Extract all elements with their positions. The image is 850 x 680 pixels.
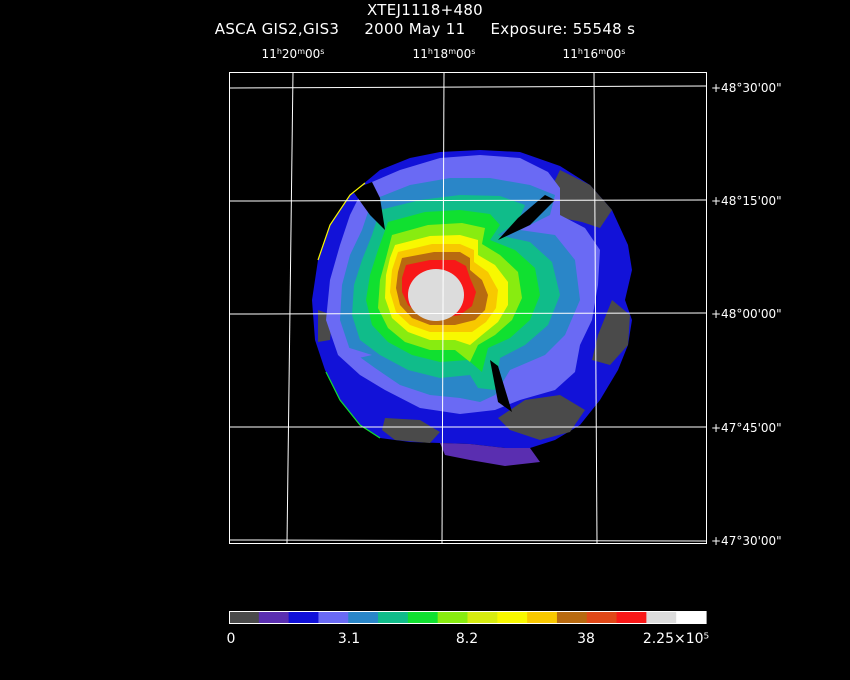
dec-label-2: +48°15'00" xyxy=(711,194,782,208)
colorbar-segment-11 xyxy=(556,611,588,624)
colorbar xyxy=(229,611,707,624)
ra-label-1: 11h20m00s xyxy=(261,47,325,61)
grid-ra-1 xyxy=(286,71,294,544)
rim-edge-left-green xyxy=(325,371,381,439)
instrument-label: ASCA GIS2,GIS3 xyxy=(214,20,340,38)
colorbar-tick-1: 3.1 xyxy=(337,631,361,647)
dec-label-3: +48°00'00" xyxy=(711,307,782,321)
exposure-label: Exposure: 55548 s xyxy=(490,20,636,38)
colorbar-segment-7 xyxy=(437,611,469,624)
support-shadow-nw xyxy=(352,182,385,230)
colorbar-segment-13 xyxy=(616,611,647,624)
dec-label-5: +47°30'00" xyxy=(711,534,782,548)
image-title: XTEJ1118+480 xyxy=(366,1,484,19)
grid-dec-2 xyxy=(229,199,707,202)
image-subtitle: ASCA GIS2,GIS3 2000 May 11 Exposure: 555… xyxy=(0,20,850,38)
white-core xyxy=(408,269,464,321)
colorbar-segment-3 xyxy=(318,611,349,624)
colorbar-segment-10 xyxy=(527,611,558,624)
rim-edge-left xyxy=(317,182,366,261)
colorbar-segment-1 xyxy=(258,611,290,624)
colorbar-tick-4: 2.25×10⁵ xyxy=(642,631,710,647)
colorbar-tick-3: 38 xyxy=(577,631,595,647)
grid-ra-2 xyxy=(441,71,445,544)
colorbar-segment-0 xyxy=(229,611,260,624)
dark-blue-rim-s xyxy=(440,443,540,466)
support-shadow-se xyxy=(490,360,512,412)
dec-label-1: +48°30'00" xyxy=(711,81,782,95)
coordinate-grid xyxy=(229,71,707,544)
colorbar-segment-9 xyxy=(497,611,528,624)
colorbar-segment-8 xyxy=(467,611,498,624)
gray-patch-e xyxy=(592,300,630,365)
plot-frame xyxy=(229,72,707,544)
ra-label-3: 11h16m00s xyxy=(562,47,626,61)
colorbar-segment-2 xyxy=(288,611,320,624)
grid-dec-3 xyxy=(229,312,707,315)
grid-dec-1 xyxy=(229,85,707,89)
dec-label-4: +47°45'00" xyxy=(711,421,782,435)
support-shadow-ne xyxy=(498,195,555,240)
detector-image xyxy=(312,150,632,466)
ra-label-2: 11h18m00s xyxy=(412,47,476,61)
support-shadow-sw xyxy=(340,345,372,360)
date-label: 2000 May 11 xyxy=(364,20,466,38)
colorbar-segment-12 xyxy=(586,611,618,624)
colorbar-segment-4 xyxy=(348,611,379,624)
grid-ra-3 xyxy=(593,71,598,544)
gray-patch-s xyxy=(382,418,440,443)
colorbar-frame xyxy=(229,611,706,624)
colorbar-segment-15 xyxy=(676,611,707,624)
colorbar-segment-14 xyxy=(646,611,677,624)
gray-patch-se xyxy=(498,395,585,440)
grid-dec-5 xyxy=(229,539,707,542)
colorbar-segment-6 xyxy=(407,611,439,624)
colorbar-tick-0: 0 xyxy=(226,631,236,647)
colorbar-tick-2: 8.2 xyxy=(455,631,479,647)
colorbar-segment-5 xyxy=(378,611,409,624)
